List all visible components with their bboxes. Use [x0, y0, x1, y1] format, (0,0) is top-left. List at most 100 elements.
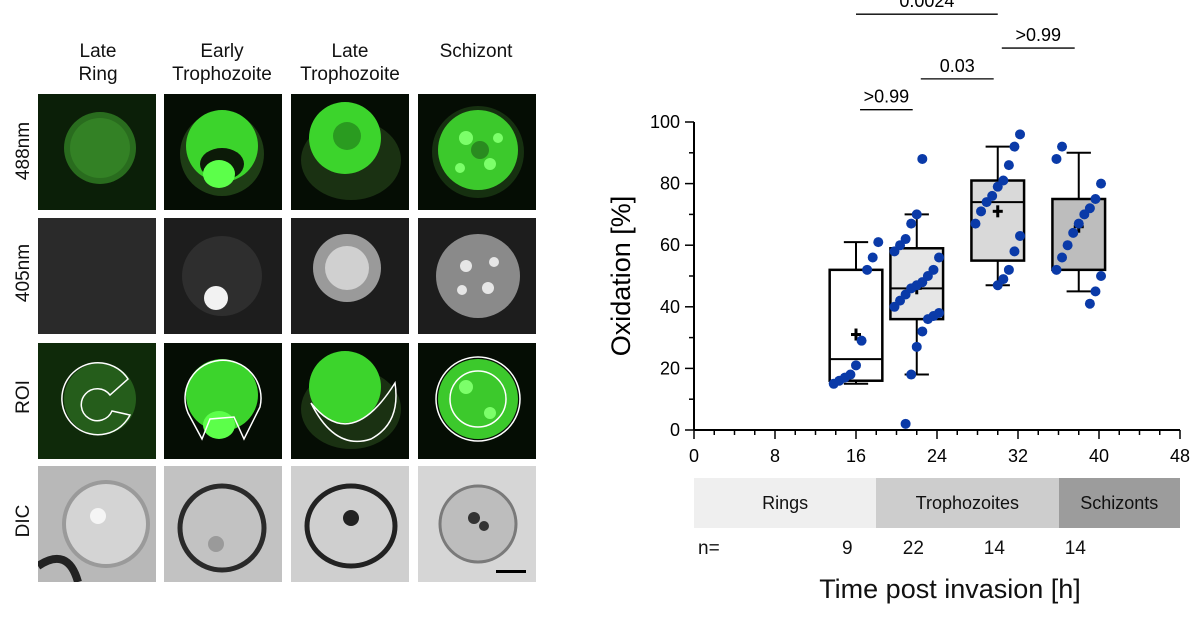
image-405nm-late-ring — [38, 218, 156, 334]
n-count-late-trophozoite: 14 — [983, 538, 1005, 559]
data-point — [934, 307, 945, 318]
y-tick-label: 100 — [650, 112, 680, 132]
data-point — [1084, 203, 1095, 214]
column-header-line2: Trophozoite — [300, 64, 400, 85]
data-point — [856, 335, 867, 346]
stage-schizonts: Schizonts — [1058, 478, 1180, 528]
significance-label: >0.99 — [1015, 25, 1061, 45]
oxidation-boxplot: 0 8 16 24 32 40 48 0 20 40 60 80 100 Oxidation [%] >0.… — [606, 0, 1190, 466]
data-point — [934, 252, 945, 263]
data-point — [987, 190, 998, 201]
stage-rings: Rings — [694, 478, 877, 528]
x-tick-label: 24 — [927, 446, 947, 466]
image-dic-early-trophozoite — [164, 466, 282, 582]
data-point — [1090, 286, 1101, 297]
row-header-405nm: 405nm — [13, 243, 34, 303]
n-count-early-trophozoite: 22 — [902, 538, 924, 559]
data-point — [1009, 246, 1020, 257]
x-tick-label: 8 — [770, 446, 780, 466]
significance-label: 0.03 — [940, 56, 975, 76]
row-header-488nm: 488nm — [13, 121, 34, 181]
data-point — [906, 369, 917, 380]
image-dic-late-ring — [38, 466, 156, 582]
column-header-schizont: Schizont — [416, 40, 536, 63]
image-405nm-schizont — [418, 218, 536, 334]
image-roi-early-trophozoite — [164, 343, 282, 459]
x-tick-label: 0 — [689, 446, 699, 466]
column-header-early-trophozoite: Early Trophozoite — [158, 40, 286, 86]
data-point — [1084, 298, 1095, 309]
data-point — [998, 175, 1009, 186]
data-point — [976, 206, 987, 217]
image-dic-schizont — [418, 466, 536, 582]
n-count-rings: 9 — [842, 538, 853, 559]
x-axis-title: Time post invasion [h] — [819, 574, 1081, 604]
data-point — [1096, 271, 1107, 281]
scale-bar — [496, 570, 526, 573]
image-dic-late-trophozoite — [291, 466, 409, 582]
stage-trophozoites-label: Trophozoites — [915, 492, 1020, 513]
row-header-dic: DIC — [13, 504, 34, 538]
column-header-line1: Early — [200, 41, 244, 62]
image-488nm-late-trophozoite — [291, 94, 409, 210]
data-point — [928, 264, 939, 275]
data-point — [911, 341, 922, 352]
image-405nm-late-trophozoite — [291, 218, 409, 334]
data-point — [1015, 129, 1026, 140]
data-point — [867, 252, 878, 263]
image-roi-late-ring — [38, 343, 156, 459]
data-point — [900, 234, 911, 245]
x-tick-label: 32 — [1008, 446, 1028, 466]
stage-schizonts-label: Schizonts — [1080, 492, 1159, 513]
image-roi-schizont — [418, 343, 536, 459]
column-header-line2: Ring — [78, 64, 118, 85]
y-tick-label: 60 — [660, 235, 680, 255]
y-tick-label: 80 — [660, 174, 680, 194]
column-header-late-trophozoite: Late Trophozoite — [288, 40, 412, 86]
data-point — [845, 369, 856, 380]
stage-trophozoites: Trophozoites — [876, 478, 1059, 528]
x-tick-label: 48 — [1170, 446, 1190, 466]
data-point — [1003, 264, 1014, 275]
data-point — [1009, 141, 1020, 152]
data-point — [900, 418, 911, 429]
data-point — [1096, 178, 1107, 189]
column-header-late-ring: Late Ring — [38, 40, 158, 86]
data-point — [1068, 227, 1079, 238]
data-point — [851, 360, 861, 371]
y-tick-label: 40 — [660, 297, 680, 317]
data-point — [1057, 252, 1068, 263]
row-header-roi: ROI — [13, 380, 34, 414]
image-488nm-schizont — [418, 94, 536, 210]
stage-rings-label: Rings — [762, 492, 809, 513]
significance-label: 0.0024 — [899, 0, 954, 11]
n-count-schizont: 14 — [1064, 538, 1086, 559]
column-header-line2: Schizont — [439, 41, 513, 62]
data-point — [1051, 153, 1062, 164]
data-point — [862, 264, 873, 275]
data-point — [1015, 230, 1026, 241]
significance-label: >0.99 — [864, 87, 910, 107]
data-point — [917, 153, 928, 164]
column-header-line2: Trophozoite — [172, 64, 272, 85]
data-point — [1073, 218, 1084, 229]
column-header-line1: Late — [331, 41, 369, 62]
image-488nm-late-ring — [38, 94, 156, 210]
data-point — [1062, 240, 1073, 251]
data-point — [1003, 160, 1014, 171]
data-point — [1057, 141, 1068, 152]
image-488nm-early-trophozoite — [164, 94, 282, 210]
data-point — [906, 218, 917, 229]
x-tick-label: 16 — [846, 446, 866, 466]
x-tick-label: 40 — [1089, 446, 1109, 466]
y-axis-title: Oxidation [%] — [606, 196, 636, 357]
y-tick-label: 20 — [660, 358, 680, 378]
data-point — [1051, 264, 1062, 275]
data-point — [873, 237, 884, 248]
column-header-line1: Late — [79, 41, 117, 62]
data-point — [970, 218, 981, 229]
data-point — [917, 326, 928, 337]
data-point — [1090, 194, 1101, 204]
image-405nm-early-trophozoite — [164, 218, 282, 334]
n-label: n= — [698, 538, 720, 559]
